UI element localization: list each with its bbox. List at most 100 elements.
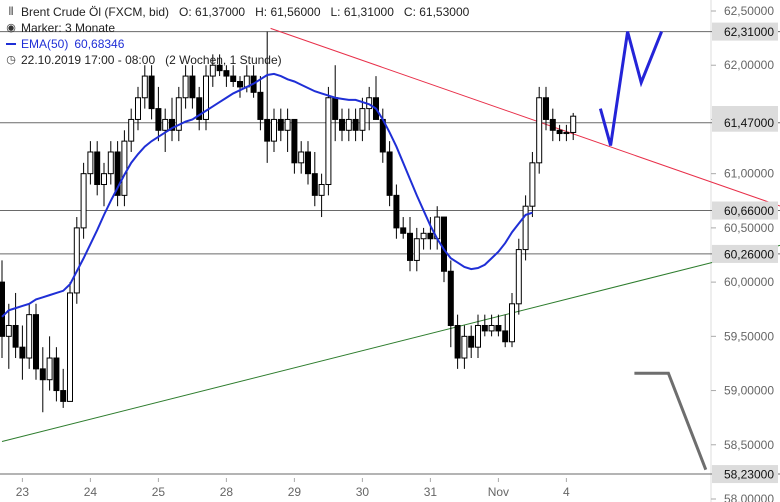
y-tick-label: 60,00000: [724, 275, 774, 289]
ema-label: EMA(50): [21, 37, 69, 51]
candle: [196, 86, 203, 131]
y-tick-label: 59,50000: [724, 329, 774, 343]
candle: [345, 108, 352, 142]
candle-body: [475, 324, 481, 348]
candle: [400, 217, 407, 239]
open-value: O: 61,37000: [179, 5, 246, 19]
candle: [502, 314, 509, 348]
candle: [230, 65, 237, 87]
candle-body: [352, 118, 359, 131]
candle: [311, 151, 318, 207]
clock-icon: ◷: [6, 54, 16, 66]
candle-body: [169, 118, 175, 131]
x-axis: 23 24 25 28 29 30 31 Nov 4: [16, 478, 570, 499]
candle-body: [87, 151, 94, 175]
candle: [33, 303, 39, 380]
candle-body: [332, 97, 339, 120]
low-value: L: 61,31000: [330, 5, 394, 19]
candle: [264, 31, 271, 163]
candle: [298, 141, 305, 174]
candle-body: [427, 232, 434, 240]
candle-body: [141, 75, 148, 99]
y-axis: 62,5000062,0000061,5000061,0000060,50000…: [711, 4, 774, 502]
candle-body: [121, 140, 128, 196]
candle: [26, 303, 33, 369]
x-tick-label: 23: [16, 485, 30, 499]
candle-body: [203, 75, 209, 120]
candle: [114, 141, 121, 207]
candle-body: [209, 64, 216, 77]
candle-body: [420, 232, 427, 240]
candlesticks: [0, 31, 577, 413]
x-tick-label: 4: [563, 485, 570, 499]
ema-line-layer: [1, 72, 533, 318]
candlestick-icon: ⫴: [8, 6, 14, 18]
level-label-bg: [712, 465, 778, 484]
y-tick-label: 58,00000: [724, 492, 774, 502]
candle: [420, 227, 427, 250]
y-tick-label: 60,50000: [724, 221, 774, 235]
candle-body: [359, 108, 366, 131]
chart-legend: ⫴ Brent Crude Öl (FXCM, bid) O: 61,37000…: [4, 4, 469, 68]
candle: [556, 124, 563, 142]
candle-body: [461, 335, 468, 359]
ema-value: 60,68346: [74, 37, 125, 51]
candle: [522, 195, 529, 261]
candle: [169, 97, 175, 142]
candle: [216, 54, 223, 77]
candle: [209, 54, 216, 87]
legend-row-instrument: ⫴ Brent Crude Öl (FXCM, bid) O: 61,37000…: [4, 4, 470, 20]
level-label-text: 58,23000: [724, 468, 774, 482]
timestamp: 22.10.2019 17:00 - 08:00: [21, 53, 156, 67]
candle-body: [33, 314, 39, 370]
candle-body: [563, 131, 570, 135]
candle: [529, 151, 536, 218]
candle-body: [196, 97, 203, 120]
candle: [73, 217, 80, 304]
candle-body: [53, 357, 60, 392]
candle: [509, 292, 515, 348]
candle-body: [155, 108, 162, 131]
candle-body: [509, 303, 515, 343]
candle-body: [60, 390, 67, 402]
x-tick-label: 25: [152, 485, 166, 499]
candle: [454, 314, 461, 369]
candle: [53, 347, 60, 402]
candle-body: [257, 91, 264, 120]
candle-body: [12, 324, 19, 348]
level-label: 61,47000: [712, 113, 778, 132]
candle: [162, 108, 169, 152]
candle-body: [284, 118, 291, 131]
candle: [175, 86, 182, 142]
target-icon: ◉: [6, 22, 16, 34]
candle: [407, 217, 413, 272]
legend-row-time: ◷ 22.10.2019 17:00 - 08:00 (2 Wochen, 1 …: [4, 52, 469, 68]
candle-body: [543, 97, 549, 120]
candle-body: [311, 173, 318, 196]
high-value: H: 61,56000: [255, 5, 321, 19]
candle: [141, 65, 148, 109]
legend-row-marker: ◉ Marker: 3 Monate: [4, 20, 469, 36]
candle-body: [386, 151, 393, 196]
candle-body: [271, 118, 277, 142]
legend-row-ema: EMA(50) 60,68346: [4, 36, 469, 52]
candle-body: [264, 118, 271, 142]
candle-body: [67, 292, 73, 402]
candle: [536, 86, 543, 174]
candle-body: [291, 118, 298, 164]
candle-body: [495, 324, 502, 332]
x-tick-label: Nov: [488, 485, 509, 499]
candle-body: [536, 97, 543, 164]
period: (2 Wochen, 1 Stunde): [165, 53, 282, 67]
level-label-text: 62,31000: [724, 25, 774, 39]
candle-body: [488, 324, 495, 332]
x-tick-label: 24: [84, 485, 98, 499]
candle: [155, 86, 162, 142]
candle-body: [305, 151, 311, 175]
y-tick-label: 61,00000: [724, 167, 774, 181]
candle: [19, 325, 26, 380]
candle-body: [570, 115, 577, 133]
candle: [237, 76, 243, 98]
candle: [318, 173, 325, 218]
